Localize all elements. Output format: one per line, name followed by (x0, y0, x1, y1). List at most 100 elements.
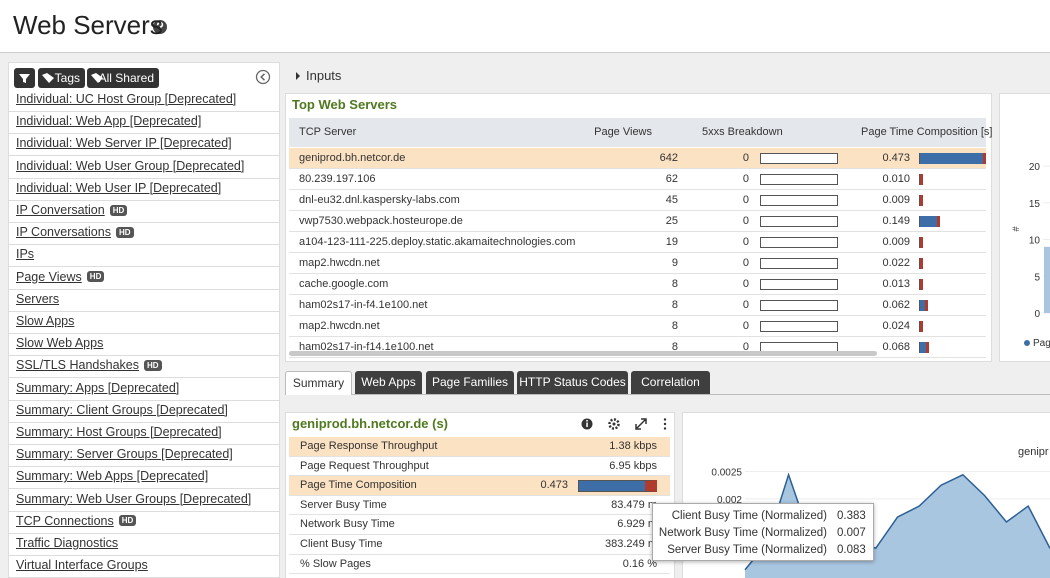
server-name: 80.239.197.106 (299, 173, 376, 185)
tab[interactable]: Page Families (426, 371, 514, 394)
nav-item[interactable]: Summary: Apps [Deprecated] (16, 381, 179, 395)
nav-label[interactable]: SSL/TLS Handshakes (16, 358, 139, 373)
xxs-value: 0 (742, 278, 749, 290)
nav-separator (8, 466, 279, 468)
tooltip-value: 0.007 (837, 527, 866, 539)
nav-item[interactable]: Individual: Web Server IP [Deprecated] (16, 136, 232, 150)
panel-title: Top Web Servers (292, 97, 397, 112)
table-header (289, 118, 986, 147)
nav-label[interactable]: Summary: Web Apps [Deprecated] (16, 469, 209, 484)
nav-item[interactable]: SSL/TLS Handshakes HD (16, 358, 162, 372)
nav-label[interactable]: IPs (16, 247, 35, 262)
nav-item[interactable]: Summary: Server Groups [Deprecated] (16, 447, 233, 461)
xxs-bar-frame (760, 216, 838, 227)
nav-item[interactable]: IPs (16, 247, 34, 261)
nav-label[interactable]: Summary: Server Groups [Deprecated] (16, 447, 233, 462)
page-views: 25 (665, 215, 678, 227)
nav-separator (8, 177, 279, 179)
help-icon[interactable] (152, 19, 168, 35)
side-chart-panel (999, 93, 1050, 362)
server-name: dnl-eu32.dnl.kaspersky-labs.com (299, 194, 460, 206)
nav-item[interactable]: Summary: Client Groups [Deprecated] (16, 403, 228, 417)
nav-item[interactable]: Slow Web Apps (16, 336, 103, 350)
table-scrollbar[interactable] (289, 351, 877, 356)
tab[interactable]: Summary (285, 371, 352, 395)
nav-separator (8, 444, 279, 445)
nav-separator (8, 510, 279, 512)
nav-label[interactable]: Individual: UC Host Group [Deprecated] (16, 92, 237, 106)
nav-separator (8, 421, 279, 423)
hd-badge: HD (118, 515, 137, 527)
nav-label[interactable]: Summary: Client Groups [Deprecated] (16, 402, 228, 417)
nav-label[interactable]: IP Conversation (16, 203, 105, 217)
nav-label[interactable]: Virtual Interface Groups (16, 558, 148, 573)
hd-badge: HD (144, 359, 162, 371)
nav-separator (8, 288, 279, 290)
panel-icons[interactable] (580, 417, 672, 431)
nav-label[interactable]: Slow Apps (16, 314, 75, 328)
tab[interactable]: Correlation (631, 371, 710, 394)
nav-separator (8, 133, 279, 135)
collapse-button[interactable] (255, 69, 271, 85)
nav-label[interactable]: Page Views (16, 269, 82, 284)
detail-row (289, 476, 670, 496)
nav-item[interactable]: Page Views HD (16, 269, 105, 284)
nav-label[interactable]: IP Conversations (16, 225, 111, 240)
xxs-value: 0 (742, 173, 749, 185)
detail-value: 383.249 m (605, 538, 657, 550)
nav-item[interactable]: Servers (16, 292, 59, 306)
nav-item[interactable]: IP Conversation HD (16, 203, 128, 217)
column-header[interactable]: 5xxs Breakdown (702, 126, 783, 138)
page-views: 8 (671, 320, 678, 332)
nav-label[interactable]: TCP Connections (16, 513, 114, 528)
nav-item[interactable]: Individual: UC Host Group [Deprecated] (16, 92, 236, 106)
page-views: 45 (665, 194, 678, 206)
filter-button[interactable] (14, 68, 35, 88)
column-header[interactable]: Page Time Composition [s] (861, 126, 993, 138)
nav-separator (8, 266, 279, 268)
nav-item[interactable]: TCP Connections HD (16, 513, 137, 528)
nav-item[interactable]: Virtual Interface Groups (16, 558, 148, 572)
nav-item[interactable]: IP Conversations HD (16, 225, 134, 239)
nav-label[interactable]: Summary: Web User Groups [Deprecated] (16, 491, 252, 506)
page-views: 62 (665, 173, 678, 185)
tab-label: Correlation (641, 375, 700, 389)
tooltip-value: 0.083 (837, 544, 866, 556)
nav-item[interactable]: Summary: Host Groups [Deprecated] (16, 425, 222, 439)
server-name: map2.hwcdn.net (299, 257, 380, 269)
nav-item[interactable]: Individual: Web App [Deprecated] (16, 114, 201, 128)
ptc-value: 0.009 (882, 194, 910, 206)
nav-label[interactable]: Individual: Web Server IP [Deprecated] (16, 136, 232, 151)
nav-item[interactable]: Individual: Web User Group [Deprecated] (16, 159, 244, 173)
nav-item[interactable]: Traffic Diagnostics (16, 536, 118, 550)
inputs-toggle[interactable]: Inputs (306, 68, 342, 83)
nav-label[interactable]: Traffic Diagnostics (16, 536, 119, 550)
nav-label[interactable]: Slow Web Apps (16, 336, 104, 351)
nav-label[interactable]: Summary: Host Groups [Deprecated] (16, 425, 222, 439)
nav-item[interactable]: Summary: Web Apps [Deprecated] (16, 469, 208, 483)
nav-label[interactable]: Summary: Apps [Deprecated] (16, 380, 180, 395)
column-header[interactable]: TCP Server (299, 126, 357, 138)
ptc-value: 0.473 (882, 152, 910, 164)
toolbar-button[interactable]: Tags (38, 68, 85, 88)
xxs-value: 0 (742, 320, 749, 332)
xxs-value: 0 (742, 341, 749, 353)
ptc-bar (919, 342, 929, 353)
xxs-bar-frame (760, 174, 838, 185)
nav-label[interactable]: Servers (16, 291, 60, 306)
xxs-bar-frame (760, 321, 838, 332)
nav-label[interactable]: Individual: Web App [Deprecated] (16, 114, 202, 129)
inputs-caret[interactable] (295, 71, 301, 81)
nav-item[interactable]: Summary: Web User Groups [Deprecated] (16, 492, 251, 506)
column-header[interactable]: Page Views (594, 126, 652, 138)
nav-item[interactable]: Individual: Web User IP [Deprecated] (16, 181, 221, 195)
ptc-value: 0.010 (882, 173, 910, 185)
nav-item[interactable]: Slow Apps (16, 314, 74, 328)
nav-label[interactable]: Individual: Web User IP [Deprecated] (16, 180, 222, 195)
tab-label: HTTP Status Codes (519, 375, 626, 389)
toolbar-button[interactable]: All Shared (87, 68, 159, 88)
nav-label[interactable]: Individual: Web User Group [Deprecated] (16, 158, 245, 173)
tab[interactable]: Web Apps (355, 371, 422, 394)
tab[interactable]: HTTP Status Codes (517, 371, 628, 394)
